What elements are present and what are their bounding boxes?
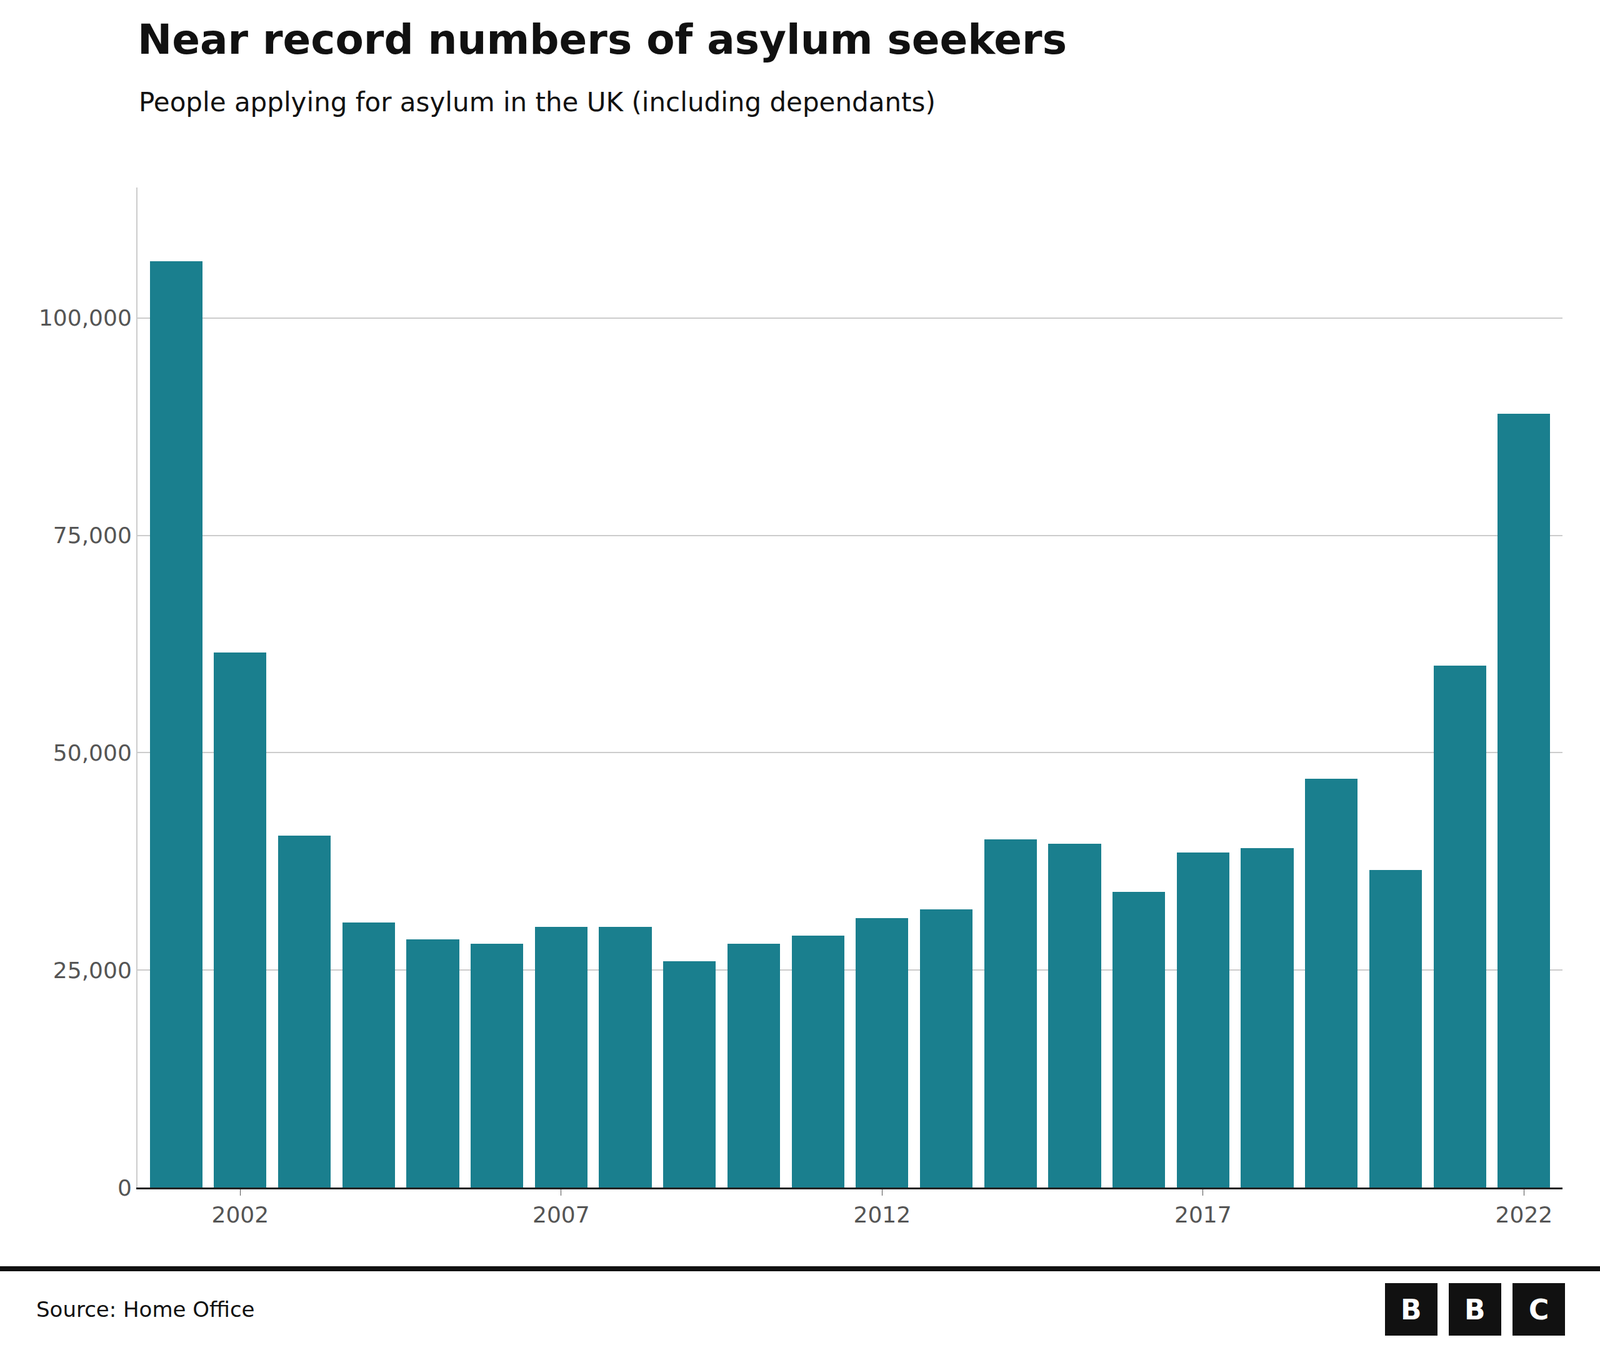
svg-text:75,000: 75,000 xyxy=(53,522,132,549)
svg-text:50,000: 50,000 xyxy=(53,740,132,766)
svg-text:People applying for asylum in: People applying for asylum in the UK (in… xyxy=(138,86,936,118)
svg-text:Near record numbers of asylum: Near record numbers of asylum seekers xyxy=(137,15,1067,64)
svg-text:2022: 2022 xyxy=(1495,1201,1554,1228)
svg-text:2007: 2007 xyxy=(532,1201,590,1228)
svg-text:B: B xyxy=(1400,1293,1422,1326)
svg-text:Source: Home Office: Source: Home Office xyxy=(36,1296,255,1322)
svg-text:25,000: 25,000 xyxy=(53,957,132,984)
svg-text:B: B xyxy=(1464,1293,1486,1326)
svg-text:2012: 2012 xyxy=(853,1201,912,1228)
svg-text:100,000: 100,000 xyxy=(38,305,132,331)
svg-text:C: C xyxy=(1528,1293,1549,1326)
svg-text:2017: 2017 xyxy=(1174,1201,1232,1228)
svg-text:2002: 2002 xyxy=(211,1201,270,1228)
svg-text:0: 0 xyxy=(117,1175,132,1201)
